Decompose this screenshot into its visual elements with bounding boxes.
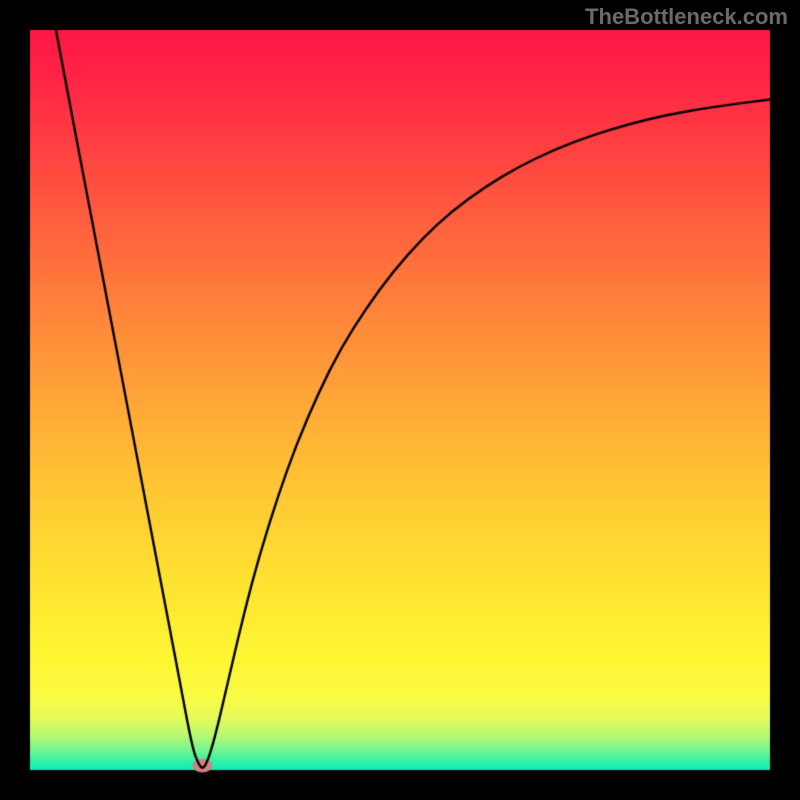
bottleneck-curve-chart (0, 0, 800, 800)
watermark-text: TheBottleneck.com (585, 4, 788, 30)
chart-container: TheBottleneck.com (0, 0, 800, 800)
